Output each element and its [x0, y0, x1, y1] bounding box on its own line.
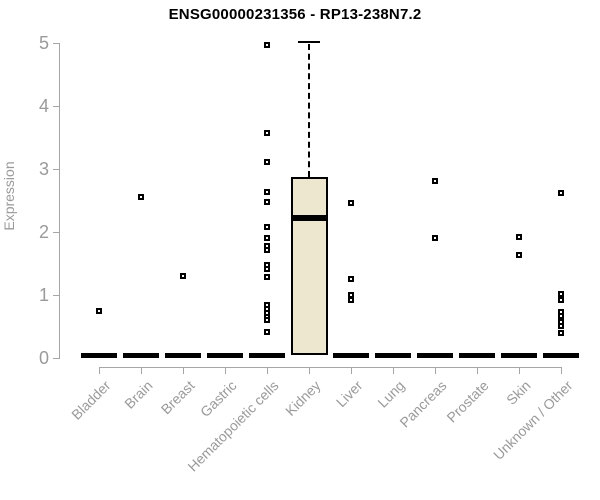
collapsed-box-skin	[501, 353, 537, 358]
outlier-point	[432, 235, 438, 242]
outlier-point	[516, 234, 522, 241]
x-axis-tick	[393, 367, 394, 374]
x-axis-tick	[435, 367, 436, 374]
outlier-point	[558, 297, 564, 304]
outlier-point	[264, 266, 270, 273]
box-kidney	[290, 176, 328, 355]
y-axis-tick	[53, 358, 59, 359]
outlier-point	[264, 223, 270, 230]
y-axis-tick	[53, 169, 59, 170]
collapsed-box-hematopoietic-cells	[249, 353, 285, 358]
y-axis-tick	[53, 295, 59, 296]
y-axis-tick	[53, 106, 59, 107]
outlier-point	[96, 308, 102, 315]
upper-whisker-cap	[298, 40, 320, 43]
collapsed-box-lung	[375, 353, 411, 358]
outlier-point	[264, 329, 270, 336]
outlier-point	[558, 312, 564, 319]
outlier-point	[558, 329, 564, 336]
collapsed-box-pancreas	[417, 353, 453, 358]
outlier-point	[348, 292, 354, 298]
outlier-point	[264, 317, 270, 324]
outlier-point	[348, 297, 354, 304]
outlier-point	[516, 252, 522, 259]
collapsed-box-breast	[165, 353, 201, 358]
y-axis-line	[59, 43, 60, 359]
outlier-point	[264, 159, 270, 166]
outlier-point	[264, 189, 270, 196]
collapsed-box-bladder	[81, 353, 117, 358]
x-axis-tick	[309, 367, 310, 374]
outlier-point	[558, 189, 564, 196]
outlier-point	[264, 41, 270, 48]
y-axis-tick	[53, 232, 59, 233]
x-axis-tick	[225, 367, 226, 374]
y-axis-tick-label: 2	[38, 222, 49, 242]
outlier-point	[138, 194, 144, 201]
collapsed-box-liver	[333, 353, 369, 358]
x-axis-tick	[351, 367, 352, 374]
collapsed-box-prostate	[459, 353, 495, 358]
x-axis-tick	[99, 367, 100, 374]
collapsed-box-unknown-other	[543, 353, 579, 358]
x-axis-tick	[519, 367, 520, 374]
x-axis-tick	[561, 367, 562, 374]
outlier-point	[264, 247, 270, 254]
collapsed-box-gastric	[207, 353, 243, 358]
outlier-point	[558, 290, 564, 297]
chart-title: ENSG00000231356 - RP13-238N7.2	[168, 6, 422, 23]
y-axis-tick-label: 1	[38, 285, 49, 305]
y-axis-tick-label: 4	[38, 96, 49, 116]
y-axis-label: Expression	[1, 161, 17, 231]
outlier-point	[264, 234, 270, 241]
median-line	[290, 215, 328, 222]
outlier-point	[264, 130, 270, 137]
x-axis-line	[99, 367, 562, 368]
outlier-point	[348, 276, 354, 283]
y-axis-tick-label: 5	[38, 33, 49, 53]
outlier-point	[180, 273, 186, 280]
x-axis-tick	[477, 367, 478, 374]
outlier-point	[264, 273, 270, 280]
y-axis-tick-label: 3	[38, 159, 49, 179]
upper-whisker	[308, 43, 310, 177]
outlier-point	[264, 199, 270, 206]
y-axis-tick	[53, 43, 59, 44]
collapsed-box-brain	[123, 353, 159, 358]
outlier-point	[432, 177, 438, 184]
outlier-point	[558, 322, 564, 329]
x-axis-tick	[267, 367, 268, 374]
outlier-point	[348, 200, 354, 207]
x-axis-tick	[141, 367, 142, 374]
y-axis-tick-label: 0	[38, 348, 49, 368]
x-axis-tick	[183, 367, 184, 374]
